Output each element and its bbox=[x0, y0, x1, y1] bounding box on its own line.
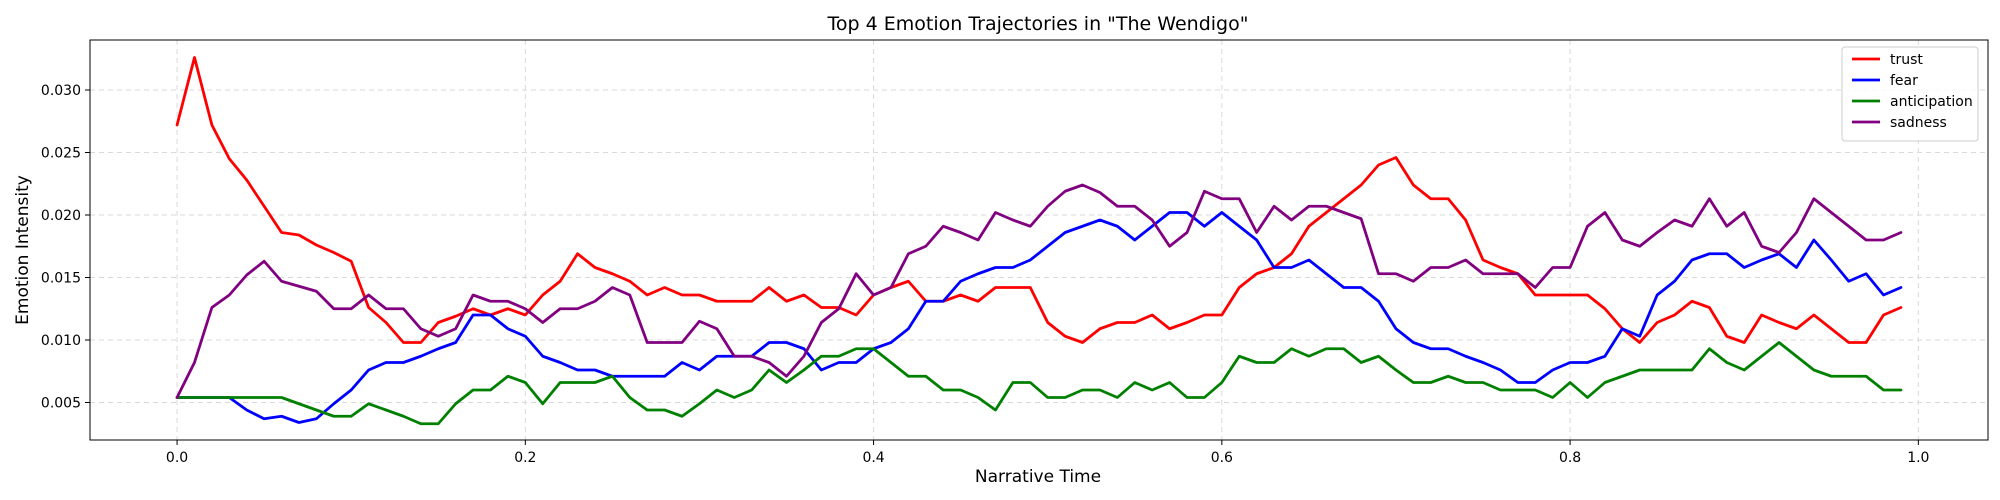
y-tick-label: 0.015 bbox=[41, 271, 81, 287]
grid bbox=[90, 40, 1988, 440]
legend-label-fear: fear bbox=[1890, 73, 1918, 89]
plot-frame bbox=[89, 39, 1989, 441]
y-tick-label: 0.030 bbox=[41, 83, 81, 99]
legend-label-trust: trust bbox=[1890, 52, 1923, 68]
y-axis-label: Emotion Intensity bbox=[13, 175, 33, 325]
legend-label-anticipation: anticipation bbox=[1890, 94, 1973, 110]
chart-title: Top 4 Emotion Trajectories in "The Wendi… bbox=[827, 13, 1249, 35]
y-tick-label: 0.020 bbox=[41, 208, 81, 224]
legend: trust fear anticipation sadness bbox=[1841, 46, 1979, 142]
x-tick-label: 0.6 bbox=[1211, 450, 1233, 466]
legend-label-sadness: sadness bbox=[1890, 115, 1947, 131]
y-tick-label: 0.025 bbox=[41, 146, 81, 162]
x-axis-label: Narrative Time bbox=[975, 467, 1101, 487]
series-line-fear bbox=[175, 211, 1903, 424]
series-line-anticipation bbox=[175, 341, 1903, 426]
x-tick-label: 0.0 bbox=[166, 450, 188, 466]
x-tick-label: 0.2 bbox=[514, 450, 536, 466]
y-tick-label: 0.005 bbox=[41, 396, 81, 412]
y-tick-label: 0.010 bbox=[41, 333, 81, 349]
x-tick-label: 0.4 bbox=[862, 450, 884, 466]
x-tick-label: 0.8 bbox=[1559, 450, 1581, 466]
x-tick-label: 1.0 bbox=[1907, 450, 1929, 466]
series-lines bbox=[175, 56, 1903, 426]
series-line-trust bbox=[175, 56, 1903, 344]
legend-box bbox=[1841, 46, 1979, 142]
axis-ticks: 0.0 0.2 0.4 0.6 0.8 1.0 0.005 0.010 0.015 0.020 0.… bbox=[41, 83, 1930, 466]
series-line-sadness bbox=[175, 183, 1903, 399]
